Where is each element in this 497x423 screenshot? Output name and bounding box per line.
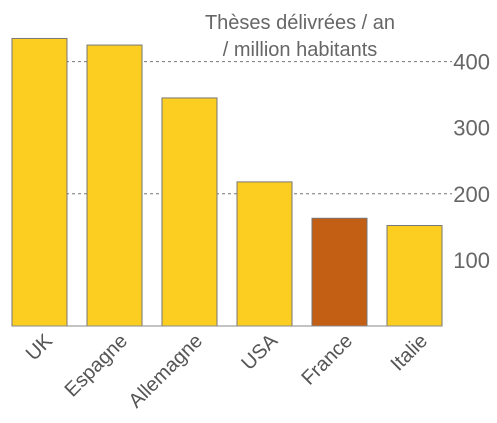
y-tick-label-100: 100 — [453, 248, 490, 273]
bars-layer — [11, 37, 443, 327]
x-tick-label-france: France — [297, 330, 357, 390]
x-tick-label-espagne: Espagne — [61, 330, 132, 401]
chart-title-line-1: Thèses délivrées / an — [205, 12, 395, 34]
chart-title-line-2: / million habitants — [223, 39, 378, 61]
bar-allemagne — [161, 97, 218, 327]
x-tick-label-usa: USA — [237, 330, 282, 375]
bar-espagne — [86, 44, 143, 327]
y-tick-label-400: 400 — [453, 50, 490, 75]
y-tick-labels: 100 200 300 400 — [453, 50, 490, 273]
x-tick-label-allemagne: Allemagne — [125, 330, 207, 412]
bar-uk — [11, 37, 68, 327]
y-tick-label-200: 200 — [453, 182, 490, 207]
y-tick-label-300: 300 — [453, 116, 490, 141]
grid-layer — [12, 61, 452, 195]
chart-title: Thèses délivrées / an / million habitant… — [205, 12, 395, 61]
bar-italie — [386, 225, 443, 327]
bar-france — [311, 217, 368, 327]
x-tick-label-uk: UK — [22, 330, 58, 366]
bar-usa — [236, 181, 293, 327]
x-tick-label-italie: Italie — [387, 330, 432, 375]
